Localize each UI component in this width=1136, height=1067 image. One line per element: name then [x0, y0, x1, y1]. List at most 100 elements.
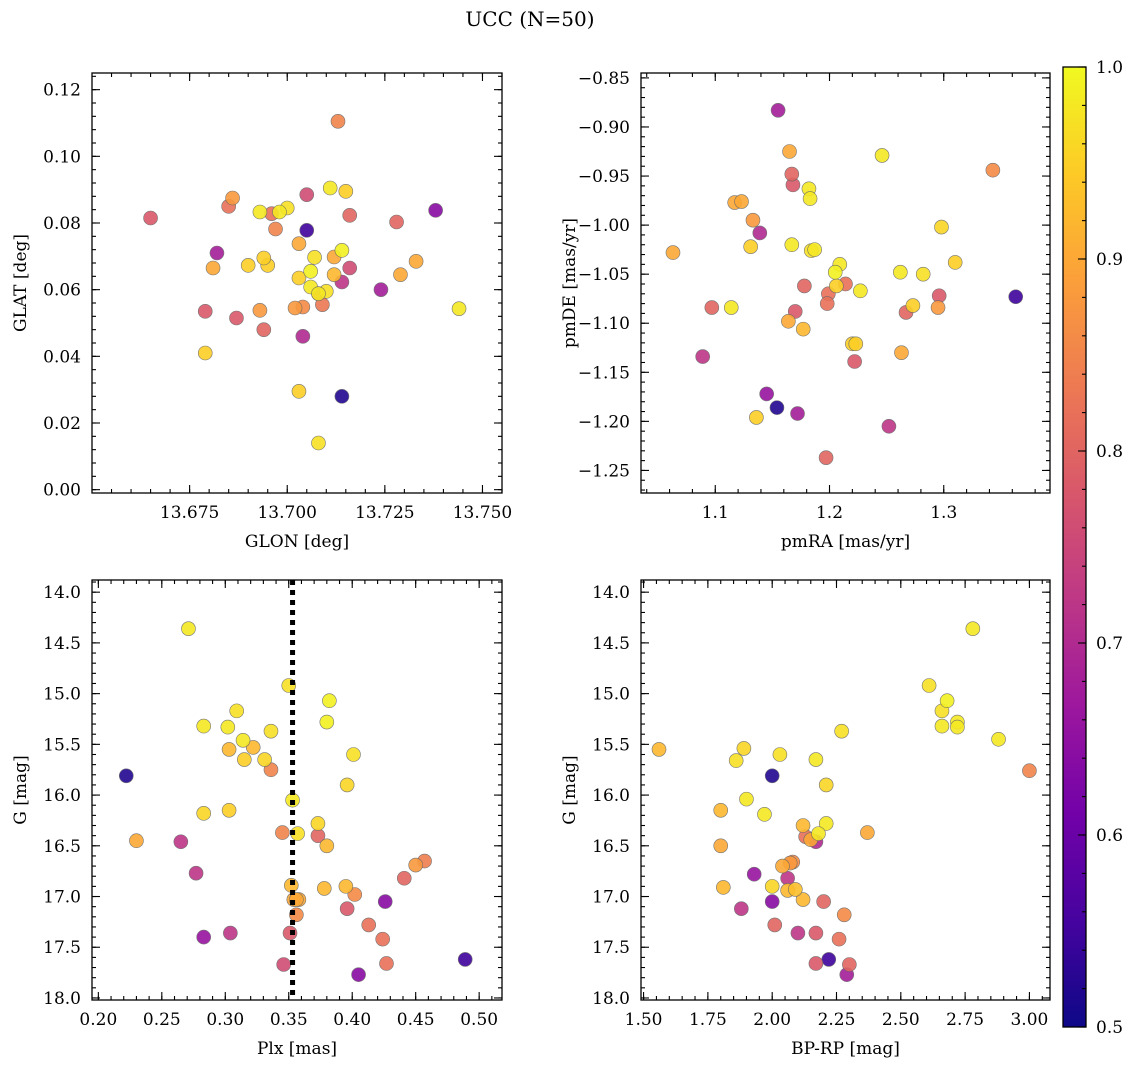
y-tick-label: 18.0 [43, 989, 81, 1009]
data-point [759, 386, 774, 402]
y-tick-label: −0.90 [578, 118, 630, 138]
y-tick-label: 16.5 [43, 837, 81, 857]
colorbar: 0.5 0.6 0.7 0.8 0.9 1.0 [1062, 58, 1123, 1038]
data-point [118, 768, 134, 784]
data-point [252, 303, 268, 318]
data-point [235, 732, 251, 748]
y-tick-label: 15.0 [43, 685, 81, 705]
x-tick-label: 0.25 [143, 1010, 181, 1030]
data-point [428, 203, 443, 218]
y-tick-label: −1.15 [578, 363, 630, 383]
y-tick-label: −1.20 [578, 412, 630, 432]
y-tick-label: −1.10 [578, 314, 630, 334]
axes-frame [91, 72, 503, 494]
data-point [291, 270, 307, 286]
data-point [197, 345, 213, 361]
data-point [811, 826, 826, 841]
x-tick-label: 2.25 [818, 1010, 856, 1030]
y-tick-label: 16.0 [592, 786, 630, 806]
figure-title: UCC (N=50) [465, 7, 594, 31]
data-point [819, 296, 835, 311]
data-point [307, 250, 322, 265]
x-tick-label: 2.50 [882, 1010, 920, 1030]
x-tick-label: 2.75 [946, 1010, 984, 1030]
data-point [256, 322, 272, 337]
data-point [181, 621, 196, 636]
y-tick-label: 0.12 [43, 81, 81, 101]
data-point [229, 310, 244, 326]
data-point [769, 400, 785, 415]
axes-frame [91, 579, 503, 1001]
data-point [818, 777, 834, 793]
y-tick-label: 14.5 [43, 634, 81, 654]
data-point [209, 245, 225, 261]
y-tick-label: 16.0 [43, 786, 81, 806]
data-point [818, 816, 834, 831]
y-tick-label: 0.06 [43, 281, 81, 301]
data-point [295, 329, 311, 344]
data-point [834, 723, 849, 739]
x-tick-label: 1.75 [689, 1010, 727, 1030]
data-point [860, 825, 875, 840]
data-point [829, 278, 844, 294]
y-tick-label: 17.0 [592, 888, 630, 908]
data-point [316, 881, 332, 896]
data-point [330, 114, 346, 129]
data-point [772, 747, 788, 762]
data-point [831, 931, 847, 947]
data-point [713, 838, 729, 854]
data-point [784, 166, 800, 182]
data-point [229, 703, 245, 719]
data-point [770, 102, 786, 118]
data-point [223, 925, 238, 941]
scatter-panel-glon-glat: 13.675 13.700 13.725 13.750 0.00 0.02 0.04 0.06… [11, 72, 512, 552]
x-tick-label: 0.30 [206, 1010, 244, 1030]
data-point [375, 931, 390, 947]
x-axis-title: pmRA [mas/yr] [781, 532, 910, 552]
data-point [930, 300, 946, 315]
data-point [807, 242, 822, 257]
plot-area [143, 114, 467, 451]
scatter-panel-pmra-pmde: 1.1 1.2 1.3 −1.25 −1.20 −1.15 −1.10 −1.05 −1.00 −… [560, 69, 1051, 552]
data-point [339, 777, 355, 793]
data-point [393, 267, 408, 282]
data-point [934, 219, 949, 235]
scatter-panel-plx-g: 0.20 0.25 0.30 0.35 0.40 0.45 0.50 14.0 14.5 15.0… [11, 579, 503, 1059]
x-tick-label: 0.40 [333, 1010, 371, 1030]
data-point [947, 255, 963, 270]
data-point [291, 384, 307, 399]
data-point [322, 693, 337, 709]
data-point [795, 818, 811, 833]
data-point [965, 621, 981, 636]
data-point [874, 148, 890, 163]
data-point [339, 901, 355, 916]
data-point [665, 245, 681, 260]
data-point [808, 925, 824, 941]
y-tick-label: −1.00 [578, 216, 630, 236]
data-point [723, 300, 739, 315]
data-point [991, 731, 1006, 747]
data-point [221, 742, 237, 757]
data-point [282, 925, 298, 941]
data-point [782, 144, 797, 159]
data-point [311, 286, 326, 301]
data-point [745, 212, 761, 228]
colorbar-tick-label: 1.0 [1096, 58, 1123, 78]
data-point [950, 719, 965, 735]
data-point [739, 791, 754, 807]
data-point [821, 952, 837, 967]
data-point [205, 260, 221, 276]
y-tick-label: 15.5 [43, 735, 81, 755]
data-point [767, 917, 783, 933]
data-point [351, 967, 366, 982]
data-point [272, 204, 287, 220]
y-axis-title: pmDE [mas/yr] [560, 218, 580, 348]
axes-frame [640, 579, 1051, 1001]
data-point [237, 752, 252, 767]
data-point [196, 718, 212, 734]
data-point [781, 313, 796, 329]
data-point [245, 740, 261, 755]
y-tick-label: −1.05 [578, 265, 630, 285]
data-point [276, 957, 291, 972]
data-point [713, 802, 729, 818]
